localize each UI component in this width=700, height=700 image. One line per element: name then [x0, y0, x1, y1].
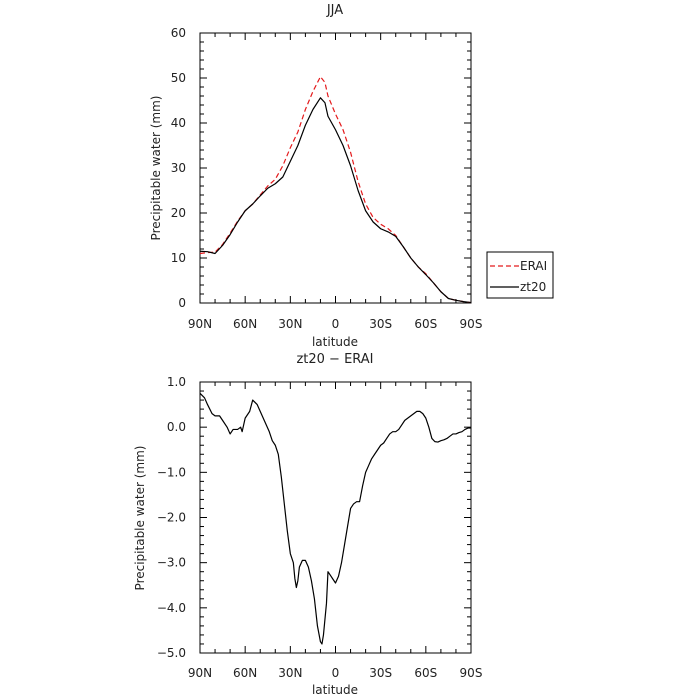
panel-1-ytick-label: 50	[171, 71, 186, 85]
legend-zt20-label: zt20	[520, 280, 546, 294]
panel-1-xtick-label: 30S	[369, 317, 392, 331]
panel-difference: zt20 − ERAI latitude Precipitable water …	[133, 352, 482, 697]
panel-2-lines	[199, 392, 471, 645]
panel-2-ytick-label: −1.0	[157, 465, 186, 479]
panel-2-xtick-label: 30N	[278, 666, 302, 680]
panel-1-xtick-label: 60S	[414, 317, 437, 331]
panel-1-ticks: 90N 60N 30N 0 30S 60S 90S 0 10 20 30 40 50 60	[171, 26, 483, 331]
panel-1-xtick-label: 30N	[278, 317, 302, 331]
panel-2-xtick-label: 30S	[369, 666, 392, 680]
legend: ERAI zt20	[486, 251, 554, 299]
panel-1-xtick-label: 60N	[233, 317, 257, 331]
panel-2-xtick-label: 60S	[414, 666, 437, 680]
panel-2-title: zt20 − ERAI	[296, 352, 373, 367]
panel-2-frame	[199, 381, 472, 654]
panel-2-ytick-label: −5.0	[157, 646, 186, 660]
panel-2-ylabel: Precipitable water (mm)	[133, 446, 147, 591]
panel-2-xtick-label: 90N	[188, 666, 212, 680]
panel-1-ytick-label: 0	[178, 296, 186, 310]
legend-box	[486, 251, 554, 299]
panel-1-lines	[199, 76, 472, 304]
panel-2-ytick-label: 0.0	[167, 420, 186, 434]
panel-1-title: JJA	[326, 3, 343, 18]
panel-1-xtick-label: 90S	[460, 317, 483, 331]
panel-1-ytick-label: 40	[171, 116, 186, 130]
panel-1-frame	[199, 32, 472, 304]
panel-1-ytick-label: 60	[171, 26, 186, 40]
panel-2-ytick-label: −2.0	[157, 511, 186, 525]
panel-1-xtick-label: 0	[332, 317, 340, 331]
panel-1-ylabel: Precipitable water (mm)	[149, 96, 163, 241]
panel-2-series-diff-line	[199, 392, 471, 645]
panel-2-ticks: 90N 60N 30N 0 30S 60S 90S −5.0 −4.0 −3.0 −2.0 −1.0 0…	[157, 375, 483, 680]
panel-1-xlabel: latitude	[312, 335, 358, 349]
panel-1-series-zt20-line	[199, 97, 472, 304]
panel-2-ytick-label: 1.0	[167, 375, 186, 389]
panel-2-xtick-label: 0	[332, 666, 340, 680]
panel-2-xtick-label: 90S	[460, 666, 483, 680]
panel-1-xtick-label: 90N	[188, 317, 212, 331]
panel-1-ytick-label: 10	[171, 251, 186, 265]
panel-1-ytick-label: 20	[171, 206, 186, 220]
panel-1-ytick-label: 30	[171, 161, 186, 175]
panel-2-ytick-label: −4.0	[157, 601, 186, 615]
panel-2-ytick-label: −3.0	[157, 556, 186, 570]
panel-jja: JJA latitude Precipitable water (mm) 90N…	[149, 3, 554, 349]
panel-2-xtick-label: 60N	[233, 666, 257, 680]
panel-2-xlabel: latitude	[312, 683, 358, 697]
panel-1-series-erai-line	[199, 76, 472, 304]
legend-erai-label: ERAI	[520, 259, 547, 273]
